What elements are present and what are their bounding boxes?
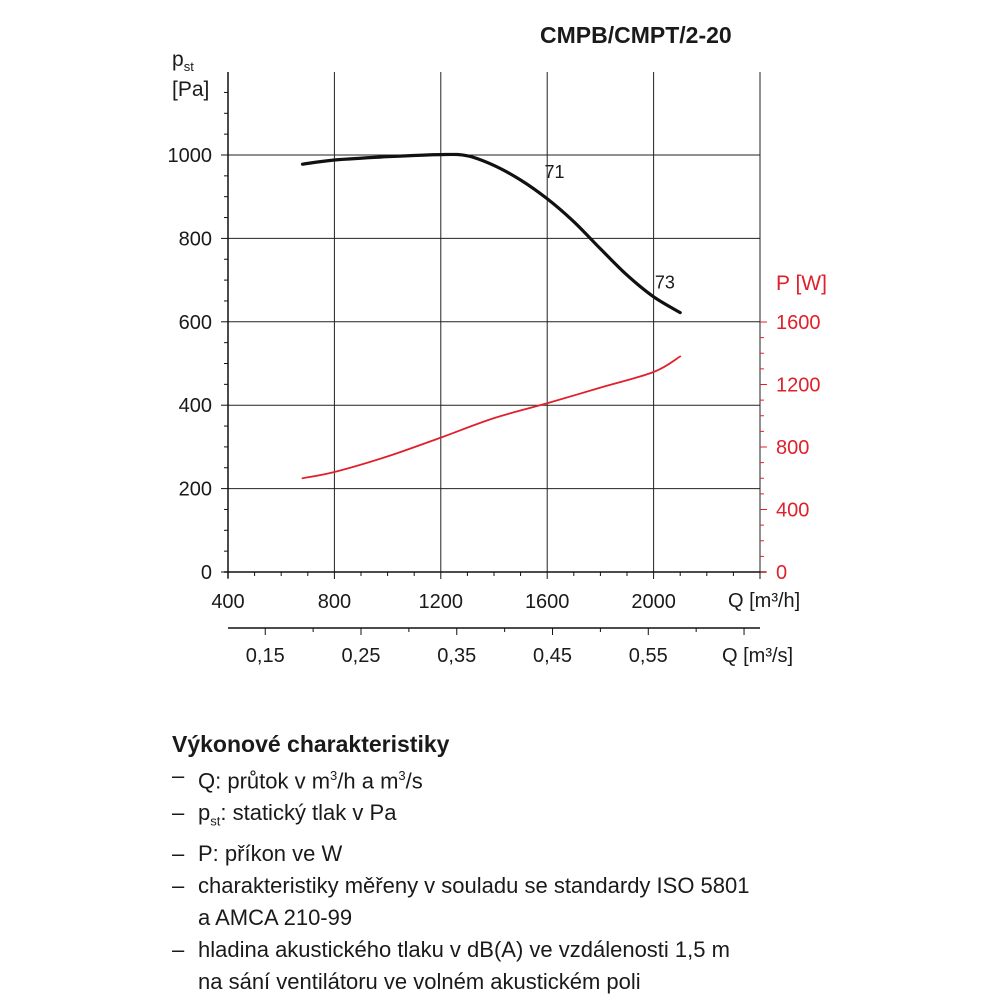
y-left-tick-label: 0 bbox=[201, 562, 212, 584]
performance-chart: 0 200 400 600 800 1000 0 400 800 1200 1600 400 800 12… bbox=[168, 48, 827, 667]
series bbox=[300, 152, 682, 480]
x1-tick-label: 2000 bbox=[631, 591, 676, 613]
legend-heading: Výkonové charakteristiky bbox=[172, 731, 450, 757]
y-left-tick-label: 1000 bbox=[168, 145, 213, 167]
x2-axis-label: Q [m³/s] bbox=[722, 645, 793, 667]
y-right-tick-label: 1200 bbox=[776, 375, 821, 397]
grid bbox=[228, 72, 761, 572]
x1-tick-label: 1600 bbox=[525, 591, 570, 613]
pressure-curve bbox=[300, 152, 682, 315]
y-right-tick-label: 1600 bbox=[776, 312, 821, 334]
legend-item-pst: pst: statický tlak v Pa bbox=[172, 797, 750, 837]
y-right-tick-label: 800 bbox=[776, 437, 809, 459]
legend-item-power: P: příkon ve W bbox=[172, 838, 750, 870]
legend-item-noise-cont: na sání ventilátoru ve volném akustickém… bbox=[198, 968, 641, 994]
power-curve bbox=[301, 355, 682, 480]
y-right-tick-label: 0 bbox=[776, 562, 787, 584]
y-left-tick-label: 800 bbox=[179, 228, 212, 250]
x1-tick-label: 1200 bbox=[419, 591, 464, 613]
x2-tick-label: 0,15 bbox=[246, 645, 285, 667]
x2-tick-label: 0,45 bbox=[533, 645, 572, 667]
y-right-label: P [W] bbox=[776, 272, 827, 295]
y-left-tick-label: 200 bbox=[179, 479, 212, 501]
legend-item-noise: hladina akustického tlaku v dB(A) ve vzd… bbox=[172, 934, 750, 966]
y-left-tick-label: 600 bbox=[179, 312, 212, 334]
legend-item-q: Q: průtok v m3/h a m3/s bbox=[172, 760, 750, 797]
y-left-unit: [Pa] bbox=[172, 78, 209, 101]
legend-item-iso: charakteristiky měřeny v souladu se stan… bbox=[172, 870, 750, 902]
axes bbox=[221, 72, 767, 635]
axis-labels: pst [Pa] P [W] Q [m³/h] Q [m³/s] 71 73 bbox=[172, 48, 827, 667]
legend: Výkonové charakteristiky Q: průtok v m3/… bbox=[172, 728, 750, 998]
y-right-tick-label: 400 bbox=[776, 500, 809, 522]
curve-annotation: 71 bbox=[545, 162, 565, 182]
curve-annotation: 73 bbox=[655, 272, 675, 292]
y-left-label: pst bbox=[172, 48, 194, 74]
x1-tick-label: 400 bbox=[211, 591, 244, 613]
legend-item-iso-cont: a AMCA 210-99 bbox=[198, 904, 353, 930]
x2-tick-label: 0,35 bbox=[437, 645, 476, 667]
x2-tick-label: 0,55 bbox=[629, 645, 668, 667]
chart-title: CMPB/CMPT/2-20 bbox=[540, 22, 732, 48]
x1-axis-label: Q [m³/h] bbox=[728, 590, 800, 612]
y-left-tick-label: 400 bbox=[179, 395, 212, 417]
x1-tick-label: 800 bbox=[318, 591, 351, 613]
tick-labels: 0 200 400 600 800 1000 0 400 800 1200 1600 400 800 12… bbox=[168, 145, 821, 667]
x2-tick-label: 0,25 bbox=[342, 645, 381, 667]
